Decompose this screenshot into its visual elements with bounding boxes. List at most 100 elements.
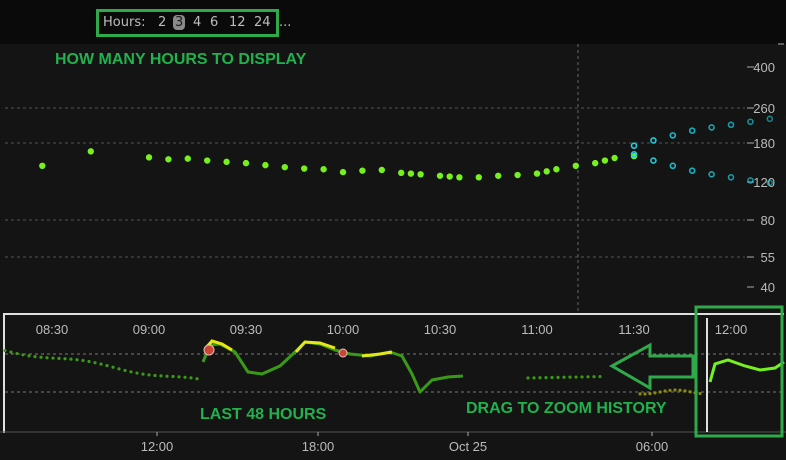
history-point bbox=[574, 375, 578, 379]
history-point bbox=[111, 365, 115, 369]
forecast-low-point bbox=[708, 171, 715, 178]
history-point bbox=[658, 390, 662, 394]
history-x-tick-label: 06:00 bbox=[636, 439, 669, 454]
history-point bbox=[15, 351, 19, 356]
history-marker bbox=[338, 348, 348, 358]
history-point bbox=[698, 391, 702, 396]
history-point bbox=[580, 375, 584, 379]
history-point bbox=[562, 375, 566, 379]
reading-point bbox=[359, 167, 366, 174]
main-chart-y-axis: 400 260 180 120 80 55 40 bbox=[747, 43, 784, 295]
reading-point bbox=[184, 155, 191, 162]
reading-point bbox=[514, 171, 521, 179]
history-point bbox=[129, 370, 133, 374]
reading-point bbox=[572, 162, 579, 170]
reading-point bbox=[543, 168, 550, 175]
forecast-low-point bbox=[669, 162, 677, 170]
reading-point bbox=[39, 162, 46, 170]
history-x-tick-label: 18:00 bbox=[302, 439, 335, 454]
forecast-low-point bbox=[747, 177, 754, 184]
history-point bbox=[532, 376, 536, 380]
history-point bbox=[9, 350, 13, 354]
history-line-high bbox=[294, 340, 336, 354]
history-point bbox=[75, 358, 79, 362]
x-tick-label: 11:00 bbox=[521, 322, 553, 337]
forecast-high-point bbox=[747, 118, 754, 126]
history-point bbox=[147, 373, 151, 377]
reading-point bbox=[533, 170, 541, 177]
history-point bbox=[33, 355, 37, 359]
history-point bbox=[538, 376, 542, 380]
history-point bbox=[99, 362, 103, 366]
reading-point bbox=[301, 165, 308, 172]
reading-point bbox=[456, 174, 463, 181]
history-point bbox=[21, 353, 25, 357]
history-hint-annotation: LAST 48 HOURS bbox=[200, 406, 327, 423]
history-point bbox=[117, 367, 121, 371]
reading-point bbox=[475, 174, 482, 181]
y-tick-label: 180 bbox=[753, 136, 775, 151]
hours-option-4[interactable]: 4 bbox=[193, 15, 202, 30]
zoom-window-handle[interactable] bbox=[706, 318, 708, 432]
history-marker bbox=[203, 344, 215, 356]
x-tick-label: 08:30 bbox=[36, 322, 69, 337]
history-line-in-range bbox=[201, 340, 464, 394]
history-point bbox=[57, 356, 61, 360]
reading-point bbox=[417, 171, 424, 178]
history-point bbox=[568, 375, 572, 379]
reading-point bbox=[87, 148, 95, 155]
hours-more[interactable]: ... bbox=[279, 15, 292, 30]
history-point bbox=[153, 373, 157, 378]
x-tick-label: 10:30 bbox=[424, 322, 457, 337]
history-point bbox=[165, 374, 169, 378]
reading-point bbox=[553, 166, 560, 173]
history-point bbox=[105, 364, 109, 368]
history-point bbox=[683, 389, 687, 393]
hours-option-24[interactable]: 24 bbox=[254, 15, 271, 30]
forecast-low-point bbox=[688, 167, 696, 174]
drag-arrow-icon bbox=[608, 342, 695, 391]
reading-point bbox=[378, 166, 385, 174]
hours-hint-annotation: HOW MANY HOURS TO DISPLAY bbox=[55, 51, 307, 68]
forecast-high-point bbox=[766, 115, 774, 123]
forecast-low-point bbox=[727, 174, 735, 181]
hours-selector-highlight-box bbox=[96, 9, 279, 37]
reading-point bbox=[320, 166, 327, 173]
hours-option-12[interactable]: 12 bbox=[229, 15, 246, 30]
history-point bbox=[544, 376, 548, 380]
history-chart-x-axis: 12:00 18:00 Oct 25 06:00 bbox=[141, 432, 669, 454]
history-point bbox=[638, 392, 642, 396]
y-tick-label: 80 bbox=[761, 213, 775, 228]
reading-point bbox=[398, 169, 405, 177]
hours-option-6[interactable]: 6 bbox=[210, 15, 219, 30]
history-point bbox=[93, 361, 97, 365]
hours-option-2[interactable]: 2 bbox=[158, 15, 167, 30]
main-chart-series bbox=[39, 115, 786, 187]
history-point bbox=[526, 376, 530, 380]
history-point bbox=[189, 376, 193, 380]
forecast-high-point bbox=[708, 124, 715, 131]
history-point bbox=[598, 374, 602, 379]
history-x-tick-label: 12:00 bbox=[141, 439, 174, 454]
reading-point bbox=[601, 157, 609, 164]
reading-point bbox=[407, 170, 415, 177]
history-point bbox=[586, 375, 590, 379]
history-point bbox=[3, 348, 7, 353]
history-zoom-window-highlight[interactable] bbox=[694, 305, 784, 438]
history-point bbox=[39, 355, 43, 359]
forecast-low-point bbox=[766, 179, 774, 187]
history-point bbox=[63, 357, 67, 361]
hours-option-3[interactable]: 3 bbox=[173, 15, 186, 30]
history-point bbox=[27, 354, 31, 358]
history-point bbox=[653, 391, 657, 395]
history-point bbox=[648, 392, 652, 396]
x-tick-label: 09:00 bbox=[133, 322, 166, 337]
x-tick-label: 10:00 bbox=[327, 322, 360, 337]
history-chart-series[interactable] bbox=[3, 339, 785, 396]
history-left-border bbox=[3, 313, 5, 433]
history-point bbox=[592, 375, 596, 379]
history-point bbox=[141, 372, 145, 376]
forecast-high-point bbox=[727, 121, 735, 129]
history-point bbox=[195, 377, 199, 381]
